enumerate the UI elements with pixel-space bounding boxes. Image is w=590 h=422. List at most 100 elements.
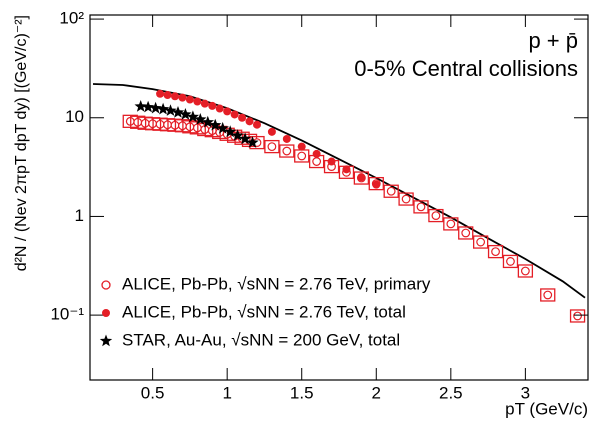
sys-box — [458, 226, 474, 240]
sys-box — [517, 264, 534, 278]
x-tick-label: 3 — [521, 383, 530, 402]
plot-area — [92, 83, 586, 323]
marker — [386, 186, 396, 196]
marker — [401, 194, 411, 204]
point — [540, 288, 556, 302]
legend-label: STAR, Au-Au, √sNN = 200 GeV, total — [122, 330, 400, 349]
point — [472, 235, 489, 249]
marker — [267, 142, 277, 152]
sys-box — [443, 217, 459, 231]
point — [458, 226, 474, 240]
point — [238, 113, 247, 122]
point — [224, 125, 237, 138]
marker — [543, 290, 553, 300]
point — [163, 91, 172, 100]
point — [201, 115, 214, 128]
x-axis-label: pT (GeV/c) — [505, 399, 588, 418]
legend-label: ALICE, Pb-Pb, √sNN = 2.76 TeV, primary — [122, 274, 431, 293]
x-tick-label: 1.5 — [290, 383, 314, 402]
sys-box — [487, 244, 504, 259]
y-tick-label: 10⁻¹ — [50, 305, 84, 324]
sys-box — [279, 144, 295, 158]
point — [179, 108, 192, 120]
sys-box — [383, 184, 399, 198]
point — [398, 192, 414, 206]
x-tick-label: 0.5 — [141, 383, 165, 402]
point — [372, 180, 381, 189]
point — [413, 200, 429, 214]
point — [186, 110, 200, 123]
plot-frame — [89, 14, 589, 381]
chart-subtitle: 0-5% Central collisions — [354, 56, 578, 81]
sys-box — [413, 200, 429, 214]
marker — [520, 266, 530, 276]
marker — [476, 237, 486, 247]
marker — [506, 257, 515, 266]
point — [312, 149, 321, 158]
point — [208, 101, 217, 110]
legend-marker — [99, 334, 113, 347]
legend-symbol — [99, 334, 113, 347]
sys-box — [502, 254, 519, 269]
point — [171, 106, 185, 118]
y-axis-label: d²N / (Nev 2πpT dpT dy) [(GeV/c)⁻²] — [13, 15, 30, 271]
sys-box — [569, 309, 586, 323]
point — [231, 129, 244, 141]
point — [215, 104, 224, 113]
point — [487, 244, 504, 259]
y-tick-label: 1 — [75, 206, 84, 225]
point — [178, 93, 187, 102]
point — [264, 139, 280, 154]
point — [443, 217, 459, 231]
marker — [573, 311, 582, 321]
legend-marker — [102, 309, 110, 317]
marker — [416, 202, 426, 212]
point — [297, 142, 306, 151]
point — [282, 134, 291, 143]
sys-box — [540, 288, 556, 302]
point — [223, 107, 232, 116]
point — [383, 184, 399, 198]
sys-box — [368, 176, 384, 191]
marker — [312, 157, 322, 166]
point — [230, 110, 239, 119]
point — [502, 254, 519, 269]
point — [428, 208, 444, 223]
point — [267, 127, 276, 136]
point — [194, 113, 207, 125]
legend-symbol — [101, 280, 111, 290]
point — [252, 120, 261, 129]
point — [149, 101, 162, 114]
marker — [491, 247, 500, 257]
point — [164, 104, 177, 116]
sys-box — [353, 171, 370, 185]
point — [209, 118, 222, 131]
marker — [297, 151, 307, 161]
sys-box — [428, 208, 444, 223]
point — [238, 132, 252, 145]
point — [193, 97, 202, 106]
point — [170, 92, 179, 101]
x-tick-label: 2.5 — [439, 383, 463, 402]
marker — [461, 228, 471, 238]
point — [200, 99, 209, 108]
x-tick-label: 2 — [372, 383, 381, 402]
point — [216, 121, 229, 134]
legend-symbol — [102, 309, 110, 317]
point — [156, 102, 170, 115]
marker — [282, 146, 292, 156]
point — [246, 136, 259, 148]
point — [185, 95, 194, 104]
legend-marker — [101, 280, 111, 290]
point — [357, 173, 366, 182]
sys-box — [264, 139, 280, 154]
point — [327, 157, 336, 166]
point — [517, 264, 534, 278]
point — [245, 117, 254, 126]
chart-title: p + p̄ — [528, 28, 578, 53]
y-tick-label: 10² — [59, 9, 84, 28]
point — [569, 309, 586, 323]
fit-curve — [92, 83, 586, 299]
point — [156, 89, 165, 98]
